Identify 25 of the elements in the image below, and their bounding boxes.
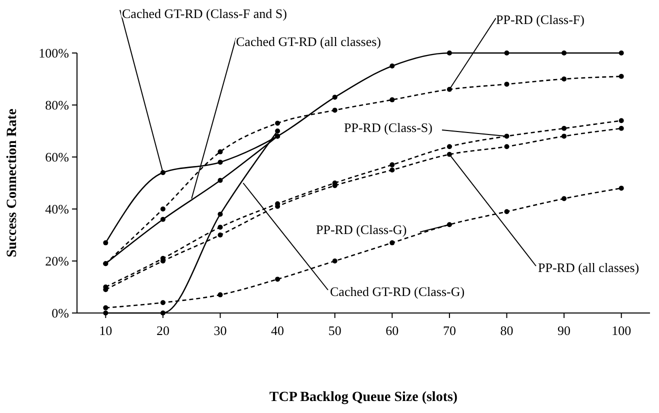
x-tick-label: 90 (558, 323, 571, 338)
y-tick-label: 80% (45, 98, 70, 112)
x-tick-label: 50 (328, 323, 342, 338)
y-axis-title: Success Connection Rate (5, 108, 20, 258)
annotation: Cached GT-RD (Class-F and S) (122, 6, 287, 21)
x-tick-label: 80 (500, 323, 514, 338)
x-tick-label: 100 (612, 323, 632, 338)
x-tick-label: 40 (271, 323, 284, 338)
annotation: PP-RD (Class-G) (316, 222, 407, 237)
y-tick-label: 0% (52, 306, 70, 320)
x-tick-label: 60 (386, 323, 399, 338)
annotation: Cached GT-RD (Class-G) (330, 284, 465, 299)
x-axis-title: TCP Backlog Queue Size (slots) (269, 390, 458, 405)
annotation: Cached GT-RD (all classes) (236, 34, 382, 49)
x-tick-label: 70 (442, 323, 456, 338)
y-tick-label: 100% (38, 46, 70, 60)
y-tick-label: 60% (45, 150, 70, 164)
x-tick-label: 10 (99, 323, 112, 338)
x-tick-label: 30 (214, 323, 227, 338)
annotation: PP-RD (Class-S) (344, 120, 432, 135)
x-tick-label: 20 (156, 323, 170, 338)
y-tick-label: 20% (45, 254, 70, 268)
annotation: PP-RD (all classes) (538, 260, 640, 275)
annotation: PP-RD (Class-F) (496, 12, 584, 27)
y-tick-label: 40% (45, 202, 70, 216)
